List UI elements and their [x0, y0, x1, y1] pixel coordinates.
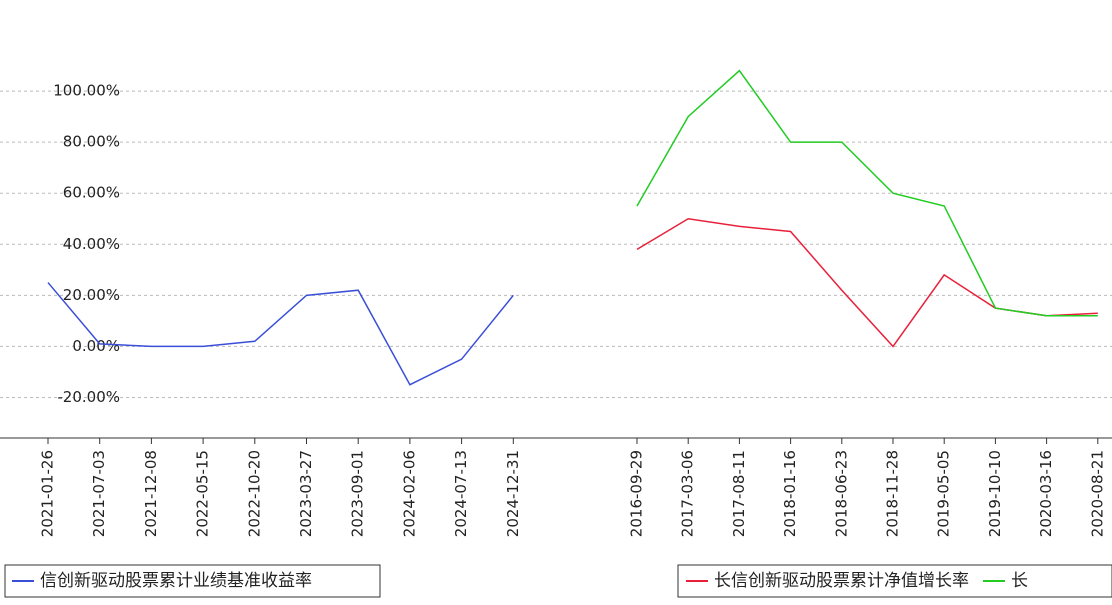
x-tick-label: 2017-08-11 — [730, 450, 748, 537]
legend-label: 长 — [1011, 571, 1028, 591]
x-tick-label: 2022-05-15 — [194, 450, 212, 537]
x-tick-label: 2021-01-26 — [39, 450, 57, 537]
x-tick-label: 2019-10-10 — [986, 450, 1004, 537]
x-tick-label: 2016-09-29 — [628, 450, 646, 537]
x-tick-label: 2023-03-27 — [297, 450, 315, 537]
x-tick-label: 2024-02-06 — [400, 450, 418, 537]
x-tick-label: 2021-07-03 — [90, 450, 108, 537]
y-tick-label: 20.00% — [63, 286, 120, 304]
chart: -20.00%0.00%20.00%40.00%60.00%80.00%100.… — [0, 0, 1112, 601]
x-tick-label: 2024-12-31 — [504, 450, 522, 537]
y-tick-label: 40.00% — [63, 235, 120, 253]
x-tick-label: 2022-10-20 — [245, 450, 263, 537]
x-tick-label: 2017-03-06 — [679, 450, 697, 537]
y-tick-label: -20.00% — [57, 388, 120, 406]
x-tick-label: 2020-08-21 — [1088, 450, 1106, 537]
y-tick-label: 100.00% — [53, 82, 120, 100]
x-tick-label: 2023-09-01 — [349, 450, 367, 537]
x-tick-label: 2018-11-28 — [884, 450, 902, 537]
x-tick-label: 2024-07-13 — [452, 450, 470, 537]
x-tick-label: 2018-01-16 — [781, 450, 799, 537]
x-tick-label: 2020-03-16 — [1037, 450, 1055, 537]
y-tick-label: 80.00% — [63, 133, 120, 151]
x-tick-label: 2018-06-23 — [832, 450, 850, 537]
x-tick-label: 2021-12-08 — [142, 450, 160, 537]
y-tick-label: 60.00% — [63, 184, 120, 202]
legend-label: 信创新驱动股票累计业绩基准收益率 — [40, 571, 312, 591]
legend-label: 长信创新驱动股票累计净值增长率 — [714, 571, 969, 591]
x-tick-label: 2019-05-05 — [935, 450, 953, 537]
